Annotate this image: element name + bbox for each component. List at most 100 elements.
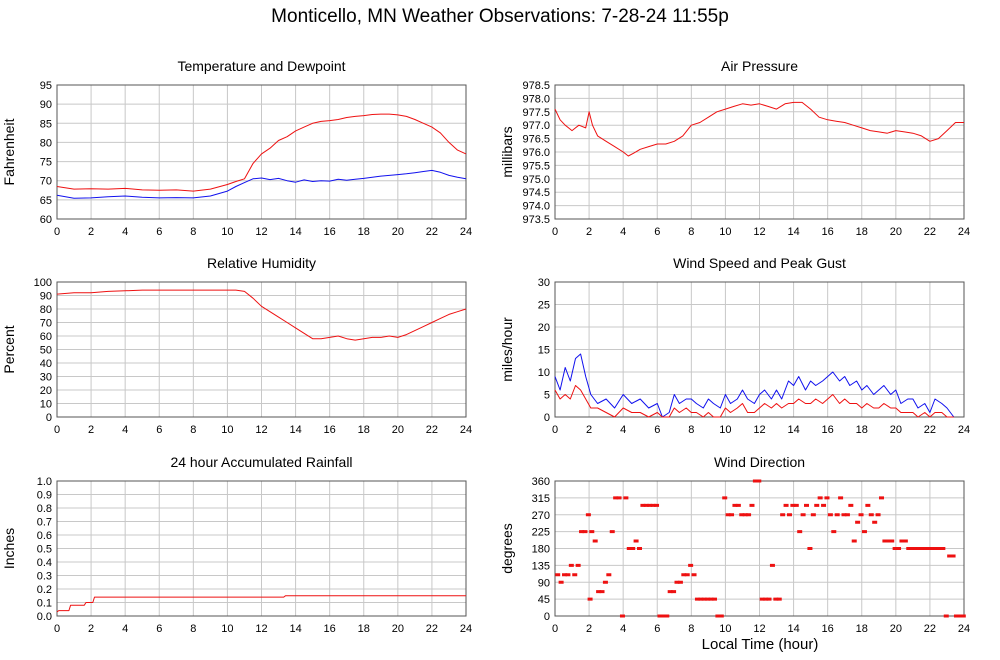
wind-x-tick: 24 bbox=[958, 424, 970, 436]
direction-point bbox=[817, 496, 823, 500]
temp-y-tick: 85 bbox=[40, 118, 52, 130]
humidity-x-tick: 6 bbox=[156, 424, 162, 436]
pressure-x-tick: 8 bbox=[688, 226, 694, 238]
wind-y-tick: 0 bbox=[544, 412, 550, 424]
direction-point bbox=[575, 563, 581, 567]
direction-point bbox=[585, 513, 591, 517]
direction-point bbox=[861, 530, 867, 534]
direction-x-tick: 0 bbox=[552, 623, 558, 635]
humidity-y-tick: 90 bbox=[40, 291, 52, 303]
wind-x-tick: 22 bbox=[924, 424, 936, 436]
direction-point bbox=[587, 597, 593, 601]
humidity-x-tick: 2 bbox=[88, 424, 94, 436]
direction-point bbox=[718, 614, 724, 618]
direction-point bbox=[804, 503, 810, 507]
direction-x-tick: 22 bbox=[924, 623, 936, 635]
direction-point bbox=[769, 563, 775, 567]
direction-point bbox=[650, 503, 656, 507]
pressure-x-tick: 18 bbox=[856, 226, 868, 238]
wind-x-tick: 0 bbox=[552, 424, 558, 436]
wind-x-tick: 16 bbox=[822, 424, 834, 436]
direction-point bbox=[701, 597, 707, 601]
temp-x-tick: 22 bbox=[426, 226, 438, 238]
direction-point bbox=[916, 547, 922, 550]
humidity-y-label: Percent bbox=[1, 325, 17, 373]
humidity-x-tick: 16 bbox=[324, 424, 336, 436]
direction-point bbox=[698, 597, 704, 601]
direction-point bbox=[834, 513, 840, 517]
rain-x-tick: 18 bbox=[358, 623, 370, 635]
direction-point bbox=[589, 530, 595, 534]
temp-plot-frame bbox=[56, 84, 467, 220]
humidity-y-tick: 10 bbox=[40, 399, 52, 411]
direction-point bbox=[732, 503, 738, 507]
rain-x-tick: 0 bbox=[54, 623, 60, 635]
direction-y-tick: 270 bbox=[532, 510, 550, 522]
rain-y-tick: 0.7 bbox=[37, 517, 52, 529]
direction-point bbox=[568, 563, 574, 567]
direction-point bbox=[708, 597, 714, 601]
direction-y-label: degrees bbox=[499, 523, 515, 574]
direction-point bbox=[643, 503, 649, 507]
temp-x-tick: 12 bbox=[255, 226, 267, 238]
pressure-x-tick: 14 bbox=[787, 226, 799, 238]
direction-point bbox=[633, 539, 639, 543]
direction-point bbox=[926, 547, 932, 550]
rain-x-tick: 24 bbox=[460, 623, 472, 635]
temp-series-red-line bbox=[56, 113, 467, 192]
rain-x-tick: 4 bbox=[122, 623, 128, 635]
direction-point bbox=[640, 503, 646, 507]
rain-title: 24 hour Accumulated Rainfall bbox=[170, 454, 352, 470]
direction-point bbox=[555, 573, 561, 577]
direction-point bbox=[827, 513, 833, 517]
temp-x-tick: 6 bbox=[156, 226, 162, 238]
pressure-x-tick: 12 bbox=[753, 226, 765, 238]
rain-x-tick: 16 bbox=[324, 623, 336, 635]
direction-point bbox=[637, 547, 643, 550]
direction-point bbox=[902, 539, 908, 543]
direction-point bbox=[657, 614, 663, 618]
pressure-y-tick: 978.0 bbox=[522, 93, 550, 105]
direction-point bbox=[783, 503, 789, 507]
direction-y-tick: 225 bbox=[532, 527, 550, 539]
pressure-y-tick: 977.5 bbox=[522, 107, 550, 119]
humidity-y-tick: 30 bbox=[40, 372, 52, 384]
humidity-x-tick: 4 bbox=[122, 424, 128, 436]
temp-series-blue-line bbox=[56, 169, 467, 199]
direction-point bbox=[957, 614, 963, 618]
pressure-y-tick: 975.5 bbox=[522, 160, 550, 172]
direction-point bbox=[602, 580, 608, 584]
temp-x-tick: 14 bbox=[289, 226, 301, 238]
humidity-x-tick: 22 bbox=[426, 424, 438, 436]
direction-point bbox=[896, 547, 902, 550]
direction-point bbox=[868, 513, 874, 517]
direction-point bbox=[892, 547, 898, 550]
humidity-x-tick: 12 bbox=[255, 424, 267, 436]
rain-y-tick: 0.2 bbox=[37, 584, 52, 596]
direction-point bbox=[674, 580, 680, 584]
direction-point bbox=[711, 597, 717, 601]
temp-title: Temperature and Dewpoint bbox=[177, 58, 345, 74]
direction-point bbox=[786, 513, 792, 517]
pressure-y-tick: 974.0 bbox=[522, 201, 550, 213]
direction-point bbox=[882, 539, 888, 543]
pressure-title: Air Pressure bbox=[721, 58, 798, 74]
direction-point bbox=[619, 614, 625, 618]
temp-x-tick: 18 bbox=[358, 226, 370, 238]
direction-point bbox=[616, 496, 622, 500]
humidity-x-tick: 8 bbox=[190, 424, 196, 436]
direction-point bbox=[606, 573, 612, 577]
direction-point bbox=[684, 573, 690, 577]
wind-y-tick: 5 bbox=[544, 390, 550, 402]
temp-y-tick: 60 bbox=[40, 214, 52, 226]
pressure-y-tick: 976.0 bbox=[522, 147, 550, 159]
direction-point bbox=[923, 547, 929, 550]
temp-x-tick: 2 bbox=[88, 226, 94, 238]
wind-y-tick: 20 bbox=[538, 322, 550, 334]
humidity-y-tick: 100 bbox=[34, 277, 52, 289]
direction-point bbox=[722, 496, 728, 500]
wind-x-tick: 14 bbox=[787, 424, 799, 436]
direction-point bbox=[865, 503, 871, 507]
rain-y-tick: 1.0 bbox=[37, 476, 52, 488]
direction-point bbox=[793, 503, 799, 507]
